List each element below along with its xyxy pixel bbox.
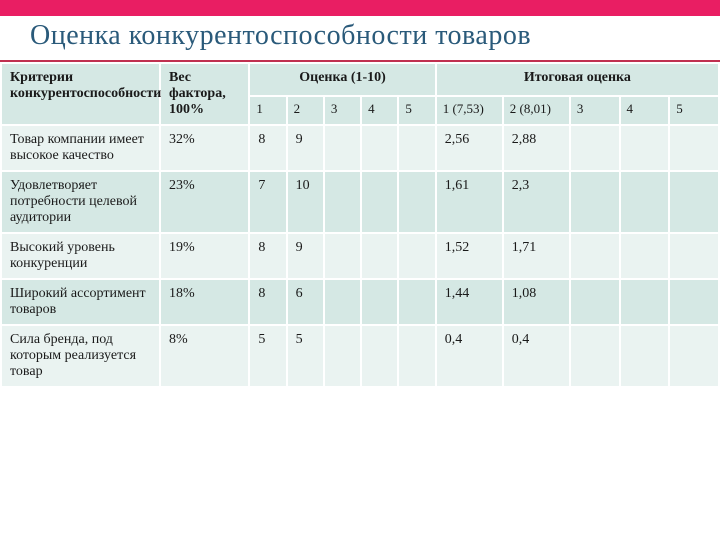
cell-s5 xyxy=(398,325,435,387)
cell-s4 xyxy=(361,325,398,387)
col-criteria: Критерии конкурентоспособности xyxy=(1,63,160,125)
accent-bar xyxy=(0,0,720,16)
cell-r3 xyxy=(570,325,620,387)
cell-s1: 8 xyxy=(249,279,286,325)
sub-r1: 1 (7,53) xyxy=(436,96,503,125)
competitiveness-table: Критерии конкурентоспособности Вес факто… xyxy=(0,62,720,388)
cell-s1: 7 xyxy=(249,171,286,233)
cell-weight: 32% xyxy=(160,125,249,171)
cell-r5 xyxy=(669,325,719,387)
col-weight: Вес фактора, 100% xyxy=(160,63,249,125)
cell-r2: 1,71 xyxy=(503,233,570,279)
sub-s4: 4 xyxy=(361,96,398,125)
col-score: Оценка (1-10) xyxy=(249,63,435,96)
cell-s3 xyxy=(324,325,361,387)
sub-r5: 5 xyxy=(669,96,719,125)
cell-r5 xyxy=(669,125,719,171)
cell-r2: 2,88 xyxy=(503,125,570,171)
cell-r4 xyxy=(620,171,670,233)
page-title: Оценка конкурентоспособности товаров xyxy=(0,16,720,62)
cell-r3 xyxy=(570,125,620,171)
cell-s3 xyxy=(324,171,361,233)
cell-criteria: Высокий уровень конкуренции xyxy=(1,233,160,279)
cell-r2: 0,4 xyxy=(503,325,570,387)
sub-r3: 3 xyxy=(570,96,620,125)
cell-s4 xyxy=(361,279,398,325)
cell-r3 xyxy=(570,171,620,233)
table-row: Широкий ассортимент товаров18%86 1,441,08 xyxy=(1,279,719,325)
table-row: Товар компании имеет высокое качество32%… xyxy=(1,125,719,171)
cell-s4 xyxy=(361,233,398,279)
cell-r5 xyxy=(669,171,719,233)
cell-r1: 2,56 xyxy=(436,125,503,171)
sub-s3: 3 xyxy=(324,96,361,125)
cell-s2: 10 xyxy=(287,171,324,233)
cell-s2: 5 xyxy=(287,325,324,387)
cell-s2: 9 xyxy=(287,125,324,171)
cell-r4 xyxy=(620,233,670,279)
cell-criteria: Товар компании имеет высокое качество xyxy=(1,125,160,171)
cell-s2: 9 xyxy=(287,233,324,279)
sub-s1: 1 xyxy=(249,96,286,125)
cell-s3 xyxy=(324,233,361,279)
cell-s2: 6 xyxy=(287,279,324,325)
cell-criteria: Широкий ассортимент товаров xyxy=(1,279,160,325)
cell-s5 xyxy=(398,233,435,279)
sub-s2: 2 xyxy=(287,96,324,125)
cell-s5 xyxy=(398,171,435,233)
cell-r3 xyxy=(570,233,620,279)
col-result: Итоговая оценка xyxy=(436,63,719,96)
cell-r4 xyxy=(620,125,670,171)
header-row-1: Критерии конкурентоспособности Вес факто… xyxy=(1,63,719,96)
cell-criteria: Удовлетворяет потребности целевой аудито… xyxy=(1,171,160,233)
cell-r2: 2,3 xyxy=(503,171,570,233)
sub-s5: 5 xyxy=(398,96,435,125)
table-row: Удовлетворяет потребности целевой аудито… xyxy=(1,171,719,233)
table-body: Товар компании имеет высокое качество32%… xyxy=(1,125,719,387)
cell-s1: 8 xyxy=(249,233,286,279)
cell-weight: 8% xyxy=(160,325,249,387)
cell-s1: 8 xyxy=(249,125,286,171)
cell-s5 xyxy=(398,279,435,325)
cell-r1: 1,44 xyxy=(436,279,503,325)
cell-weight: 18% xyxy=(160,279,249,325)
cell-r4 xyxy=(620,325,670,387)
cell-r2: 1,08 xyxy=(503,279,570,325)
sub-r4: 4 xyxy=(620,96,670,125)
table-row: Сила бренда, под которым реализуется тов… xyxy=(1,325,719,387)
cell-s3 xyxy=(324,125,361,171)
table-row: Высокий уровень конкуренции19%89 1,521,71 xyxy=(1,233,719,279)
cell-weight: 19% xyxy=(160,233,249,279)
cell-s4 xyxy=(361,171,398,233)
cell-weight: 23% xyxy=(160,171,249,233)
cell-s4 xyxy=(361,125,398,171)
cell-r4 xyxy=(620,279,670,325)
cell-s5 xyxy=(398,125,435,171)
cell-criteria: Сила бренда, под которым реализуется тов… xyxy=(1,325,160,387)
cell-r5 xyxy=(669,279,719,325)
cell-r1: 0,4 xyxy=(436,325,503,387)
cell-r1: 1,61 xyxy=(436,171,503,233)
cell-r1: 1,52 xyxy=(436,233,503,279)
cell-r5 xyxy=(669,233,719,279)
cell-s3 xyxy=(324,279,361,325)
cell-r3 xyxy=(570,279,620,325)
sub-r2: 2 (8,01) xyxy=(503,96,570,125)
cell-s1: 5 xyxy=(249,325,286,387)
